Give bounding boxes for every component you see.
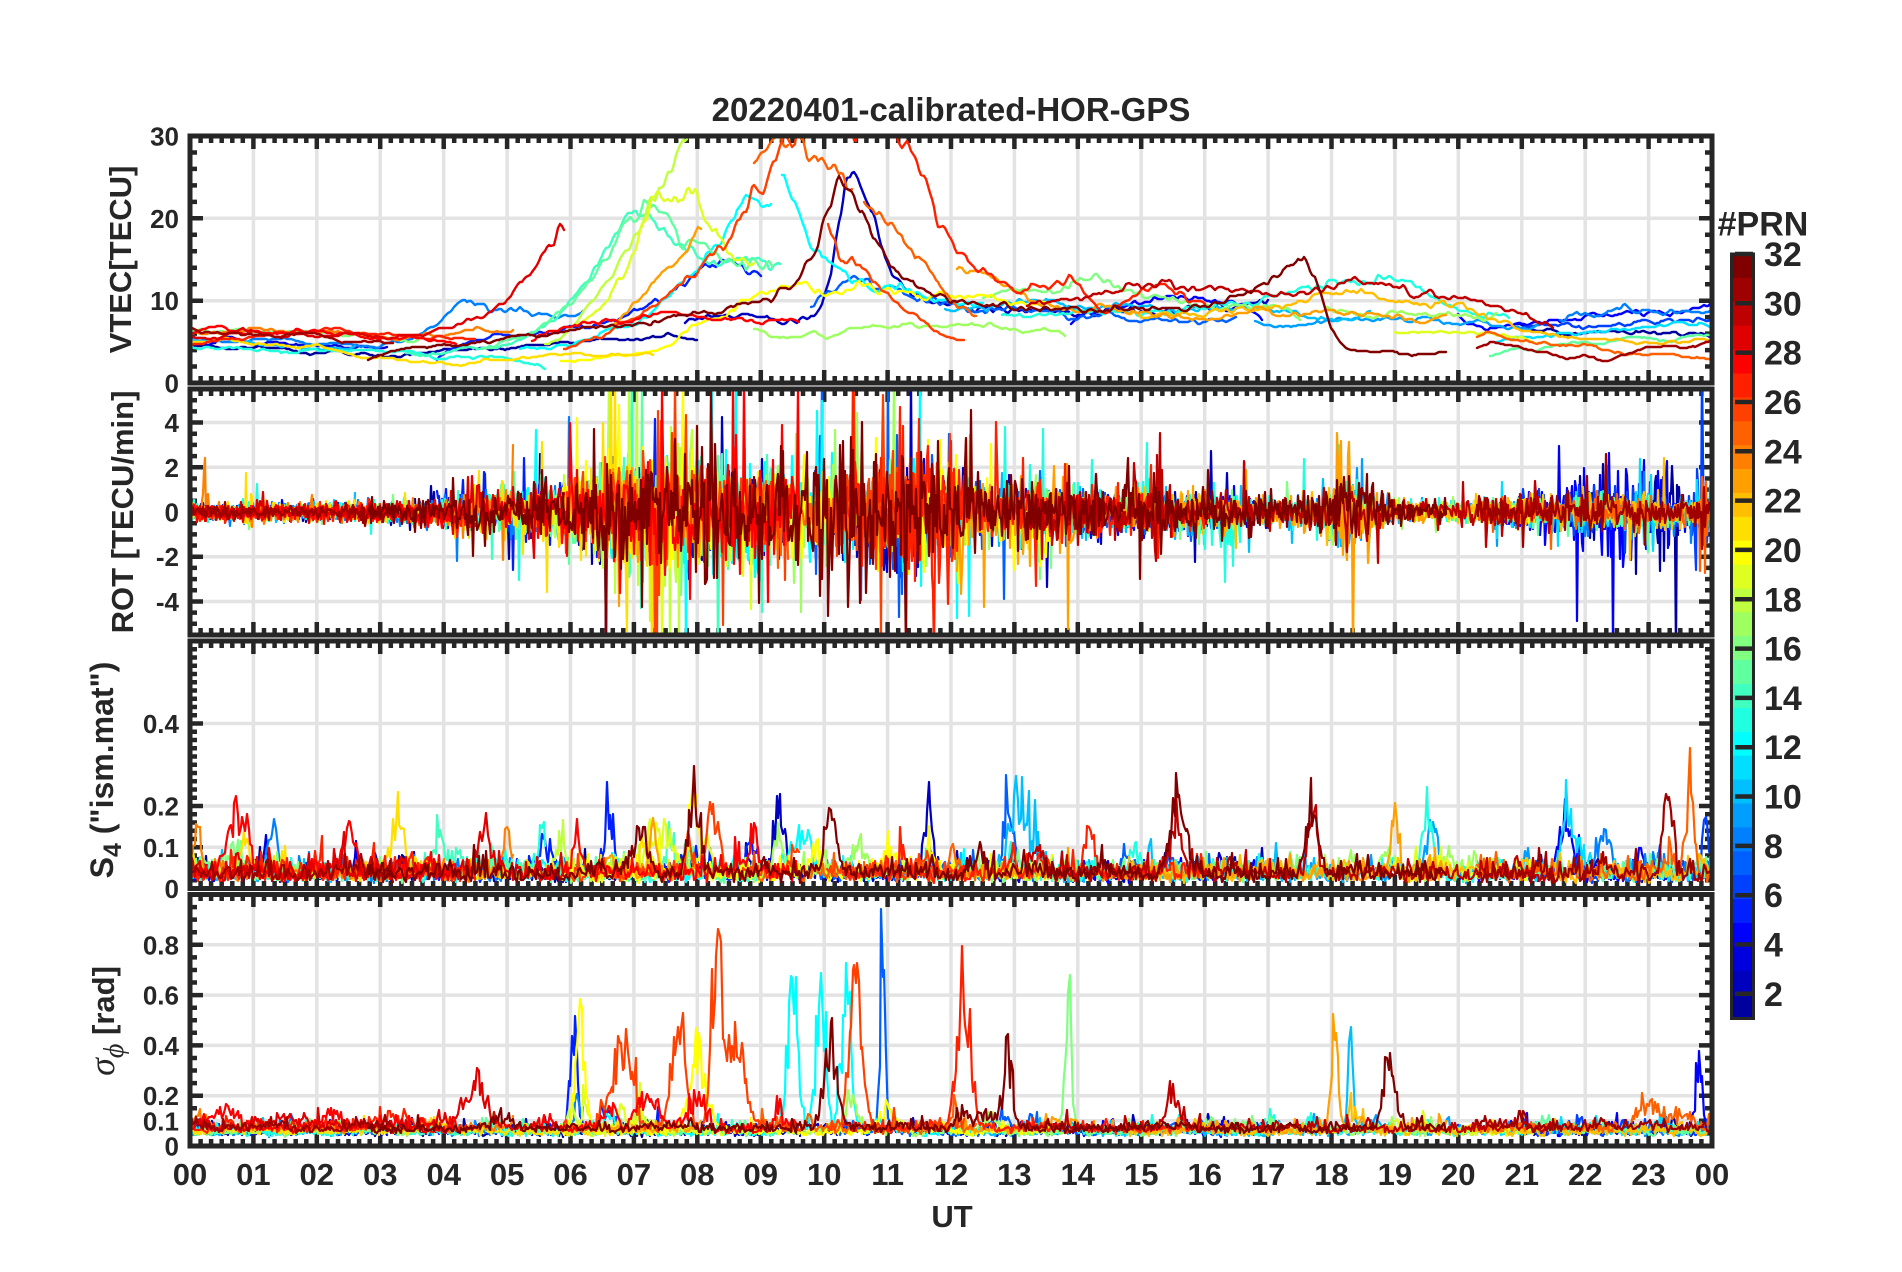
svg-text:-2: -2 bbox=[156, 542, 179, 572]
svg-text:0: 0 bbox=[165, 369, 179, 399]
svg-text:20: 20 bbox=[150, 204, 179, 234]
svg-text:00: 00 bbox=[1695, 1157, 1729, 1192]
svg-text:ROT [TECU/min]: ROT [TECU/min] bbox=[105, 391, 140, 634]
svg-text:15: 15 bbox=[1124, 1157, 1158, 1192]
svg-text:0.1: 0.1 bbox=[143, 1106, 179, 1136]
svg-text:10: 10 bbox=[150, 286, 179, 316]
svg-text:24: 24 bbox=[1764, 433, 1802, 471]
svg-text:0: 0 bbox=[165, 1132, 179, 1162]
svg-text:01: 01 bbox=[236, 1157, 270, 1192]
svg-text:13: 13 bbox=[997, 1157, 1031, 1192]
svg-text:8: 8 bbox=[1764, 828, 1783, 866]
svg-text:16: 16 bbox=[1764, 631, 1802, 669]
svg-text:19: 19 bbox=[1378, 1157, 1412, 1192]
svg-text:0.1: 0.1 bbox=[143, 833, 179, 863]
svg-text:#PRN: #PRN bbox=[1718, 206, 1809, 244]
svg-text:30: 30 bbox=[1764, 285, 1802, 323]
svg-text:2: 2 bbox=[165, 453, 179, 483]
svg-text:0.2: 0.2 bbox=[143, 792, 179, 822]
svg-text:09: 09 bbox=[744, 1157, 778, 1192]
svg-text:12: 12 bbox=[934, 1157, 968, 1192]
svg-text:UT: UT bbox=[931, 1199, 972, 1234]
svg-text:0.8: 0.8 bbox=[143, 930, 179, 960]
svg-text:0: 0 bbox=[165, 874, 179, 904]
svg-text:VTEC[TECU]: VTEC[TECU] bbox=[103, 166, 138, 354]
svg-text:30: 30 bbox=[150, 122, 179, 152]
svg-text:0: 0 bbox=[165, 498, 179, 528]
svg-text:22: 22 bbox=[1764, 483, 1802, 521]
svg-text:0.2: 0.2 bbox=[143, 1081, 179, 1111]
svg-text:00: 00 bbox=[173, 1157, 207, 1192]
svg-text:-4: -4 bbox=[156, 587, 180, 617]
svg-text:14: 14 bbox=[1764, 680, 1802, 718]
svg-text:10: 10 bbox=[1764, 779, 1802, 817]
svg-text:16: 16 bbox=[1187, 1157, 1221, 1192]
svg-text:0.4: 0.4 bbox=[143, 1031, 180, 1061]
svg-text:32: 32 bbox=[1764, 236, 1802, 274]
svg-text:22: 22 bbox=[1568, 1157, 1602, 1192]
svg-text:05: 05 bbox=[490, 1157, 524, 1192]
svg-text:0.4: 0.4 bbox=[143, 709, 180, 739]
svg-text:11: 11 bbox=[871, 1157, 904, 1192]
svg-text:S4 ("ism.mat"): S4 ("ism.mat") bbox=[84, 662, 127, 879]
svg-text:10: 10 bbox=[807, 1157, 841, 1192]
svg-text:06: 06 bbox=[553, 1157, 587, 1192]
svg-text:21: 21 bbox=[1505, 1157, 1539, 1192]
svg-text:23: 23 bbox=[1631, 1157, 1665, 1192]
svg-text:4: 4 bbox=[1764, 927, 1783, 965]
svg-text:07: 07 bbox=[617, 1157, 651, 1192]
svg-text:14: 14 bbox=[1061, 1157, 1096, 1192]
svg-text:08: 08 bbox=[680, 1157, 714, 1192]
svg-text:6: 6 bbox=[1764, 877, 1783, 915]
svg-text:20: 20 bbox=[1441, 1157, 1475, 1192]
svg-text:28: 28 bbox=[1764, 335, 1802, 373]
svg-text:12: 12 bbox=[1764, 729, 1802, 767]
svg-text:02: 02 bbox=[300, 1157, 334, 1192]
svg-text:2: 2 bbox=[1764, 976, 1783, 1014]
svg-text:σϕ [rad]: σϕ [rad] bbox=[82, 966, 130, 1076]
svg-text:17: 17 bbox=[1251, 1157, 1285, 1192]
svg-text:18: 18 bbox=[1314, 1157, 1348, 1192]
svg-text:04: 04 bbox=[426, 1157, 461, 1192]
svg-text:4: 4 bbox=[165, 408, 180, 438]
svg-text:20: 20 bbox=[1764, 532, 1802, 570]
svg-text:18: 18 bbox=[1764, 581, 1802, 619]
svg-text:03: 03 bbox=[363, 1157, 397, 1192]
svg-text:20220401-calibrated-HOR-GPS: 20220401-calibrated-HOR-GPS bbox=[712, 91, 1191, 128]
svg-text:26: 26 bbox=[1764, 384, 1802, 422]
svg-text:0.6: 0.6 bbox=[143, 981, 179, 1011]
